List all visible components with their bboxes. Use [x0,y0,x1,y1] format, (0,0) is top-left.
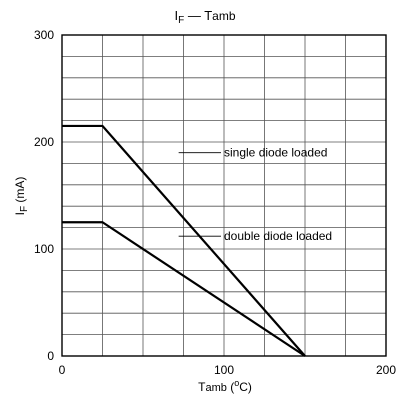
grid [62,35,386,356]
y-axis-label: IF (mA) [13,177,30,216]
title-ref: T [204,8,212,23]
x-tick-label: 100 [214,363,234,377]
series-line-double-diode [62,221,306,357]
title-sep: — [188,8,201,23]
xlabel-unit-rest: C) [239,380,252,394]
plot-frame [61,34,387,357]
y-tick-label: 0 [47,349,54,363]
ylabel-main: I [13,212,27,215]
chart-title: IF — Tamb [174,8,235,26]
title-ref-sub: amb [212,9,236,23]
x-axis-label: Tamb (oC) [198,378,252,394]
y-tick-label: 300 [34,28,54,42]
y-tick-label: 100 [34,242,54,256]
annotation-label-double-diode: double diode loaded [224,229,332,243]
x-tick-label: 200 [376,363,396,377]
xlabel-unit-open: ( [230,380,234,394]
annotation-label-single-diode: single diode loaded [224,146,327,160]
series-layer [62,124,306,357]
xlabel-main: T [198,380,206,394]
axes-frame [61,34,387,357]
x-tick-labels: 0 100 200 [59,363,397,377]
ylabel-main-sub: F [19,206,30,212]
xlabel-main-sub: amb [205,382,226,394]
y-tick-labels: 0 100 200 300 [34,28,54,363]
ylabel-unit: (mA) [13,177,27,203]
xlabel-unit-sup: o [234,378,239,388]
title-main-sub: F [178,15,184,26]
x-tick-label: 0 [59,363,66,377]
title-main: I [174,8,178,23]
annotations-layer: single diode loaded double diode loaded [178,146,332,243]
series-line-single-diode [62,124,306,357]
y-tick-label: 200 [34,135,54,149]
